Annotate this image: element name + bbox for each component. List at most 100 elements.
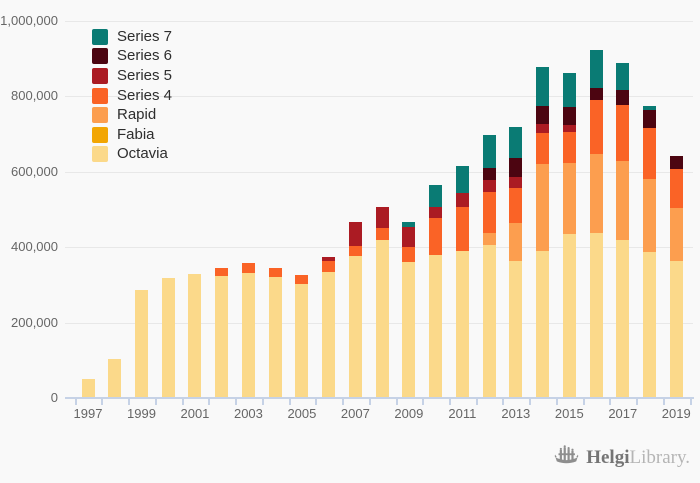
bar-segment-octavia-2011[interactable] <box>455 250 469 398</box>
x-tick-label-2011: 2011 <box>448 406 477 421</box>
bar-segment-rapid-2015[interactable] <box>562 162 576 235</box>
bar-2015 <box>562 73 576 398</box>
bar-segment-series-7-2017[interactable] <box>616 62 630 90</box>
x-axis-tick <box>662 399 665 405</box>
bar-segment-series-5-2007[interactable] <box>348 221 362 247</box>
bar-segment-series-7-2011[interactable] <box>455 166 469 193</box>
bar-2005 <box>295 274 309 398</box>
bar-segment-series-5-2015[interactable] <box>562 124 576 132</box>
bar-segment-series-4-2015[interactable] <box>562 131 576 163</box>
helgi-library-logo[interactable]: Helgi Library. <box>553 443 690 472</box>
bar-segment-series-7-2009[interactable] <box>402 221 416 227</box>
bar-segment-series-4-2006[interactable] <box>322 261 336 272</box>
bar-segment-series-7-2013[interactable] <box>509 126 523 158</box>
bar-segment-series-6-2015[interactable] <box>562 106 576 125</box>
bar-segment-rapid-2018[interactable] <box>643 179 657 252</box>
bar-segment-rapid-2017[interactable] <box>616 160 630 241</box>
legend-item-series-7[interactable]: Series 7 <box>92 27 172 47</box>
bar-segment-series-7-2016[interactable] <box>589 49 603 88</box>
bar-segment-series-4-2011[interactable] <box>455 206 469 251</box>
bar-segment-series-4-2003[interactable] <box>241 263 255 274</box>
bar-segment-octavia-2016[interactable] <box>589 233 603 398</box>
x-tick-label-1997: 1997 <box>73 406 103 421</box>
bar-segment-series-7-2018[interactable] <box>643 106 657 111</box>
bar-segment-octavia-2013[interactable] <box>509 261 523 398</box>
bar-segment-series-5-2008[interactable] <box>375 206 389 229</box>
bar-segment-series-4-2004[interactable] <box>268 267 282 277</box>
bar-segment-octavia-1997[interactable] <box>81 379 95 398</box>
bar-segment-series-6-2016[interactable] <box>589 87 603 101</box>
legend-swatch-octavia <box>92 146 108 163</box>
bar-segment-rapid-2012[interactable] <box>482 233 496 245</box>
bar-segment-series-4-2013[interactable] <box>509 188 523 224</box>
bar-segment-series-4-2008[interactable] <box>375 228 389 240</box>
legend-item-series-4[interactable]: Series 4 <box>92 86 172 106</box>
bar-segment-octavia-2005[interactable] <box>295 283 309 398</box>
x-axis-tick <box>502 399 505 405</box>
bar-segment-series-6-2012[interactable] <box>482 168 496 181</box>
bar-segment-octavia-2015[interactable] <box>562 234 576 398</box>
legend-label: Series 5 <box>117 66 173 84</box>
bar-segment-octavia-2010[interactable] <box>429 255 443 398</box>
bar-segment-series-4-2009[interactable] <box>402 246 416 262</box>
bar-segment-octavia-2018[interactable] <box>643 251 657 398</box>
bar-segment-series-6-2014[interactable] <box>536 105 550 124</box>
bar-segment-octavia-2014[interactable] <box>536 250 550 398</box>
bar-segment-series-4-2012[interactable] <box>482 191 496 234</box>
bar-segment-rapid-2013[interactable] <box>509 223 523 262</box>
legend-label: Rapid <box>117 106 157 124</box>
bar-segment-octavia-1998[interactable] <box>108 359 122 398</box>
legend-item-fabia[interactable]: Fabia <box>92 125 172 145</box>
bar-segment-series-5-2011[interactable] <box>455 192 469 207</box>
bar-segment-series-7-2012[interactable] <box>482 135 496 169</box>
legend-item-rapid[interactable]: Rapid <box>92 105 172 125</box>
bar-segment-series-4-2002[interactable] <box>215 267 229 277</box>
bar-segment-octavia-2000[interactable] <box>161 277 175 398</box>
bar-segment-series-7-2010[interactable] <box>429 185 443 207</box>
bar-segment-series-6-2013[interactable] <box>509 157 523 177</box>
bar-segment-series-6-2019[interactable] <box>669 156 683 169</box>
bar-segment-series-7-2015[interactable] <box>562 73 576 107</box>
bar-segment-octavia-2004[interactable] <box>268 276 282 398</box>
legend: Series 7 Series 6 Series 5 Series 4 Rapid Fab… <box>92 27 172 164</box>
bar-segment-series-4-2019[interactable] <box>669 168 683 208</box>
bar-segment-octavia-2003[interactable] <box>241 273 255 398</box>
bar-segment-series-6-2017[interactable] <box>616 89 630 105</box>
bar-segment-octavia-2001[interactable] <box>188 274 202 398</box>
bar-segment-octavia-2017[interactable] <box>616 240 630 398</box>
x-tick-label-2015: 2015 <box>554 406 584 421</box>
legend-swatch-series-5 <box>92 67 108 84</box>
bar-segment-series-4-2007[interactable] <box>348 246 362 256</box>
bar-segment-series-6-2018[interactable] <box>643 110 657 128</box>
bar-segment-series-5-2013[interactable] <box>509 176 523 189</box>
bar-segment-series-5-2006[interactable] <box>322 257 336 262</box>
bar-segment-octavia-2008[interactable] <box>375 239 389 398</box>
bar-segment-series-4-2017[interactable] <box>616 104 630 161</box>
bar-segment-series-4-2014[interactable] <box>536 133 550 164</box>
bar-segment-rapid-2019[interactable] <box>669 207 683 261</box>
legend-item-series-5[interactable]: Series 5 <box>92 66 172 86</box>
bar-segment-series-5-2012[interactable] <box>482 180 496 192</box>
bar-segment-octavia-1999[interactable] <box>134 290 148 398</box>
bar-segment-rapid-2014[interactable] <box>536 163 550 251</box>
bar-2002 <box>215 267 229 398</box>
bar-segment-series-4-2018[interactable] <box>643 127 657 180</box>
x-axis-tick <box>609 399 612 405</box>
bar-segment-series-5-2010[interactable] <box>429 206 443 218</box>
bar-segment-series-5-2014[interactable] <box>536 123 550 133</box>
bar-segment-octavia-2019[interactable] <box>669 260 683 398</box>
bar-segment-series-4-2010[interactable] <box>429 217 443 256</box>
bar-segment-octavia-2009[interactable] <box>402 261 416 398</box>
bar-segment-series-7-2014[interactable] <box>536 67 550 106</box>
bar-segment-rapid-2016[interactable] <box>589 153 603 234</box>
legend-item-octavia[interactable]: Octavia <box>92 145 172 165</box>
bar-segment-octavia-2007[interactable] <box>348 255 362 398</box>
bar-segment-octavia-2002[interactable] <box>215 276 229 398</box>
bar-2013 <box>509 126 523 398</box>
bar-segment-octavia-2006[interactable] <box>322 271 336 398</box>
bar-segment-series-4-2005[interactable] <box>295 274 309 284</box>
bar-segment-series-5-2009[interactable] <box>402 226 416 247</box>
bar-segment-octavia-2012[interactable] <box>482 244 496 398</box>
legend-item-series-6[interactable]: Series 6 <box>92 47 172 67</box>
bar-segment-series-4-2016[interactable] <box>589 100 603 154</box>
